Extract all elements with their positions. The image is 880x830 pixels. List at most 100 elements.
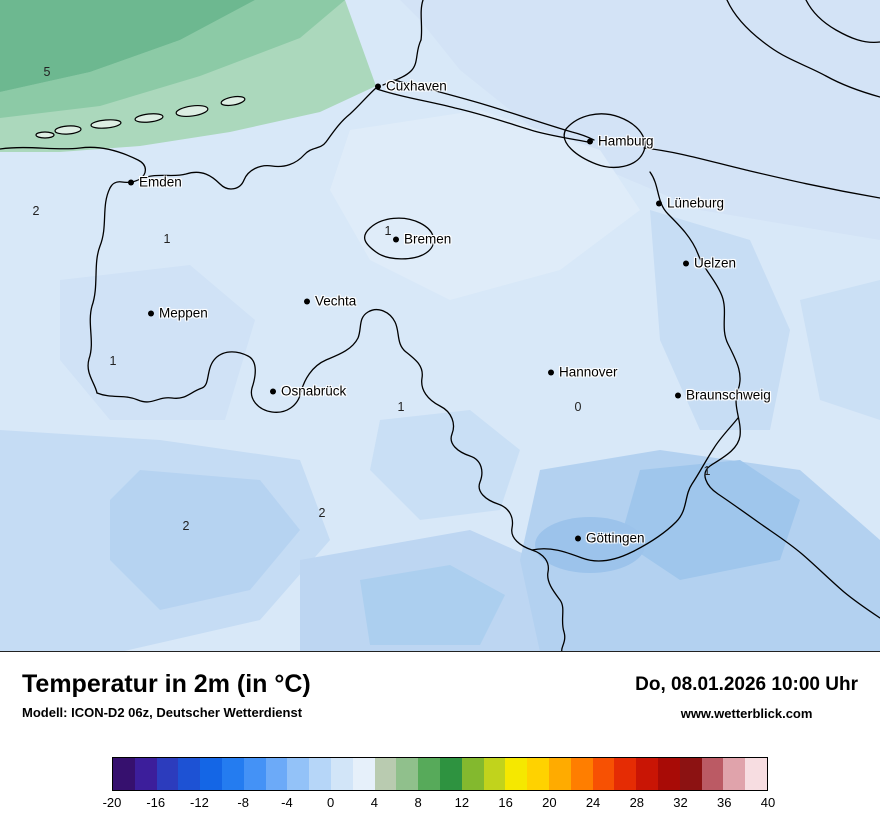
weather-map: Cuxhaven Hamburg Emden Lüneburg Bremen U… [0, 0, 880, 652]
city-label: Osnabrück [281, 383, 347, 399]
temp-value: 1 [109, 354, 117, 368]
colorbar-segment [156, 758, 179, 790]
colorbar-tick-label: 4 [370, 795, 379, 810]
colorbar-tick-label: 12 [454, 795, 470, 810]
colorbar-segment [745, 758, 767, 790]
city-marker-bremen: Bremen [393, 232, 451, 247]
city-label: Uelzen [694, 255, 737, 271]
colorbar-segment [636, 758, 658, 790]
colorbar-segment [309, 758, 331, 790]
colorbar-segment [374, 758, 397, 790]
temp-value: 0 [574, 400, 582, 414]
city-marker-osnabrueck: Osnabrück [270, 384, 346, 399]
temp-value: 1 [397, 400, 405, 414]
temp-value: 5 [43, 65, 51, 79]
city-dot-icon [656, 200, 662, 206]
temp-value: 1 [384, 224, 392, 238]
colorbar-segment [352, 758, 375, 790]
temp-value: 1 [703, 464, 711, 478]
colorbar-segment [221, 758, 244, 790]
model-info: Modell: ICON-D2 06z, Deutscher Wetterdie… [22, 704, 303, 720]
colorbar-tick-label: 36 [717, 795, 732, 810]
colorbar-segment [243, 758, 266, 790]
city-marker-meppen: Meppen [148, 306, 208, 321]
colorbar-segment [570, 758, 593, 790]
city-dot-icon [683, 260, 689, 266]
colorbar-segment [265, 758, 288, 790]
city-label: Vechta [315, 293, 357, 309]
colorbar-tick-label: 40 [760, 795, 776, 810]
temp-value: 2 [318, 506, 326, 520]
colorbar-segment [527, 758, 549, 790]
city-marker-hannover: Hannover [548, 365, 618, 380]
forecast-datetime: Do, 08.01.2026 10:00 Uhr [635, 674, 858, 695]
city-label: Hannover [559, 364, 618, 380]
colorbar-segment [657, 758, 680, 790]
city-dot-icon [128, 179, 134, 185]
colorbar-tick-label: 16 [498, 795, 513, 810]
colorbar-tick-label: 32 [673, 795, 688, 810]
islands [35, 95, 246, 139]
city-marker-emden: Emden [128, 175, 182, 190]
colorbar-tick-label: -12 [190, 795, 209, 810]
colorbar-segment [178, 758, 201, 790]
city-label: Emden [139, 174, 182, 190]
colorbar-segment [723, 758, 746, 790]
colorbar-segment [439, 758, 462, 790]
city-marker-hamburg: Hamburg [587, 134, 654, 149]
colorbar-segment [679, 758, 702, 790]
colorbar-tick-label: 24 [585, 795, 601, 810]
city-dot-icon [375, 83, 381, 89]
colorbar-segment [592, 758, 615, 790]
colorbar-segment [505, 758, 528, 790]
colorbar-segment [548, 758, 571, 790]
colorbar-segment [483, 758, 506, 790]
colorbar-tick-label: 0 [327, 795, 335, 810]
city-marker-cuxhaven: Cuxhaven [375, 79, 447, 94]
city-label: Hamburg [598, 133, 654, 149]
city-dot-icon [575, 535, 581, 541]
city-dot-icon [393, 236, 399, 242]
colorbar-segment [200, 758, 222, 790]
colorbar-tick-label: -16 [146, 795, 166, 810]
city-dot-icon [148, 310, 154, 316]
colorbar-tick-label: 20 [542, 795, 557, 810]
colorbar-tick-label: -8 [237, 795, 249, 810]
colorbar-tick-label: -4 [281, 795, 293, 810]
city-label: Braunschweig [686, 387, 771, 403]
colorbar-segment [134, 758, 157, 790]
city-dot-icon [548, 369, 554, 375]
city-label: Cuxhaven [386, 78, 447, 94]
city-marker-vechta: Vechta [304, 294, 356, 309]
city-label: Meppen [159, 305, 208, 321]
website-url: www.wetterblick.com [680, 706, 813, 721]
colorbar-gradient [112, 757, 768, 791]
colorbar: -20 -16 -12 -8 -4 0 4 8 12 16 20 24 28 32 36 40 [103, 757, 776, 811]
temp-value: 2 [32, 204, 40, 218]
city-label: Lüneburg [667, 195, 725, 211]
colorbar-tick-label: -20 [102, 795, 122, 810]
map-graphic [0, 0, 880, 651]
colorbar-segment [461, 758, 484, 790]
city-label: Bremen [404, 231, 452, 247]
colorbar-segment [396, 758, 419, 790]
map-footer: Temperatur in 2m (in °C) Modell: ICON-D2… [0, 652, 880, 811]
city-dot-icon [304, 298, 310, 304]
city-label: Göttingen [586, 530, 645, 546]
city-dot-icon [675, 392, 681, 398]
city-marker-lueneburg: Lüneburg [656, 196, 724, 211]
border-lines [0, 0, 880, 651]
colorbar-segment [614, 758, 637, 790]
page-title: Temperatur in 2m (in °C) [22, 670, 311, 698]
colorbar-tick-label: 28 [629, 795, 645, 810]
colorbar-ticks: -20 -16 -12 -8 -4 0 4 8 12 16 20 24 28 32 36 40 [103, 795, 776, 811]
city-marker-goettingen: Göttingen [575, 531, 645, 546]
colorbar-segment [701, 758, 724, 790]
colorbar-segment [330, 758, 353, 790]
city-dot-icon [587, 138, 593, 144]
datetime-block: Do, 08.01.2026 10:00 Uhr www.wetterblick… [635, 670, 858, 721]
city-marker-braunschweig: Braunschweig [675, 388, 771, 403]
colorbar-segment [113, 758, 135, 790]
colorbar-segment [287, 758, 310, 790]
